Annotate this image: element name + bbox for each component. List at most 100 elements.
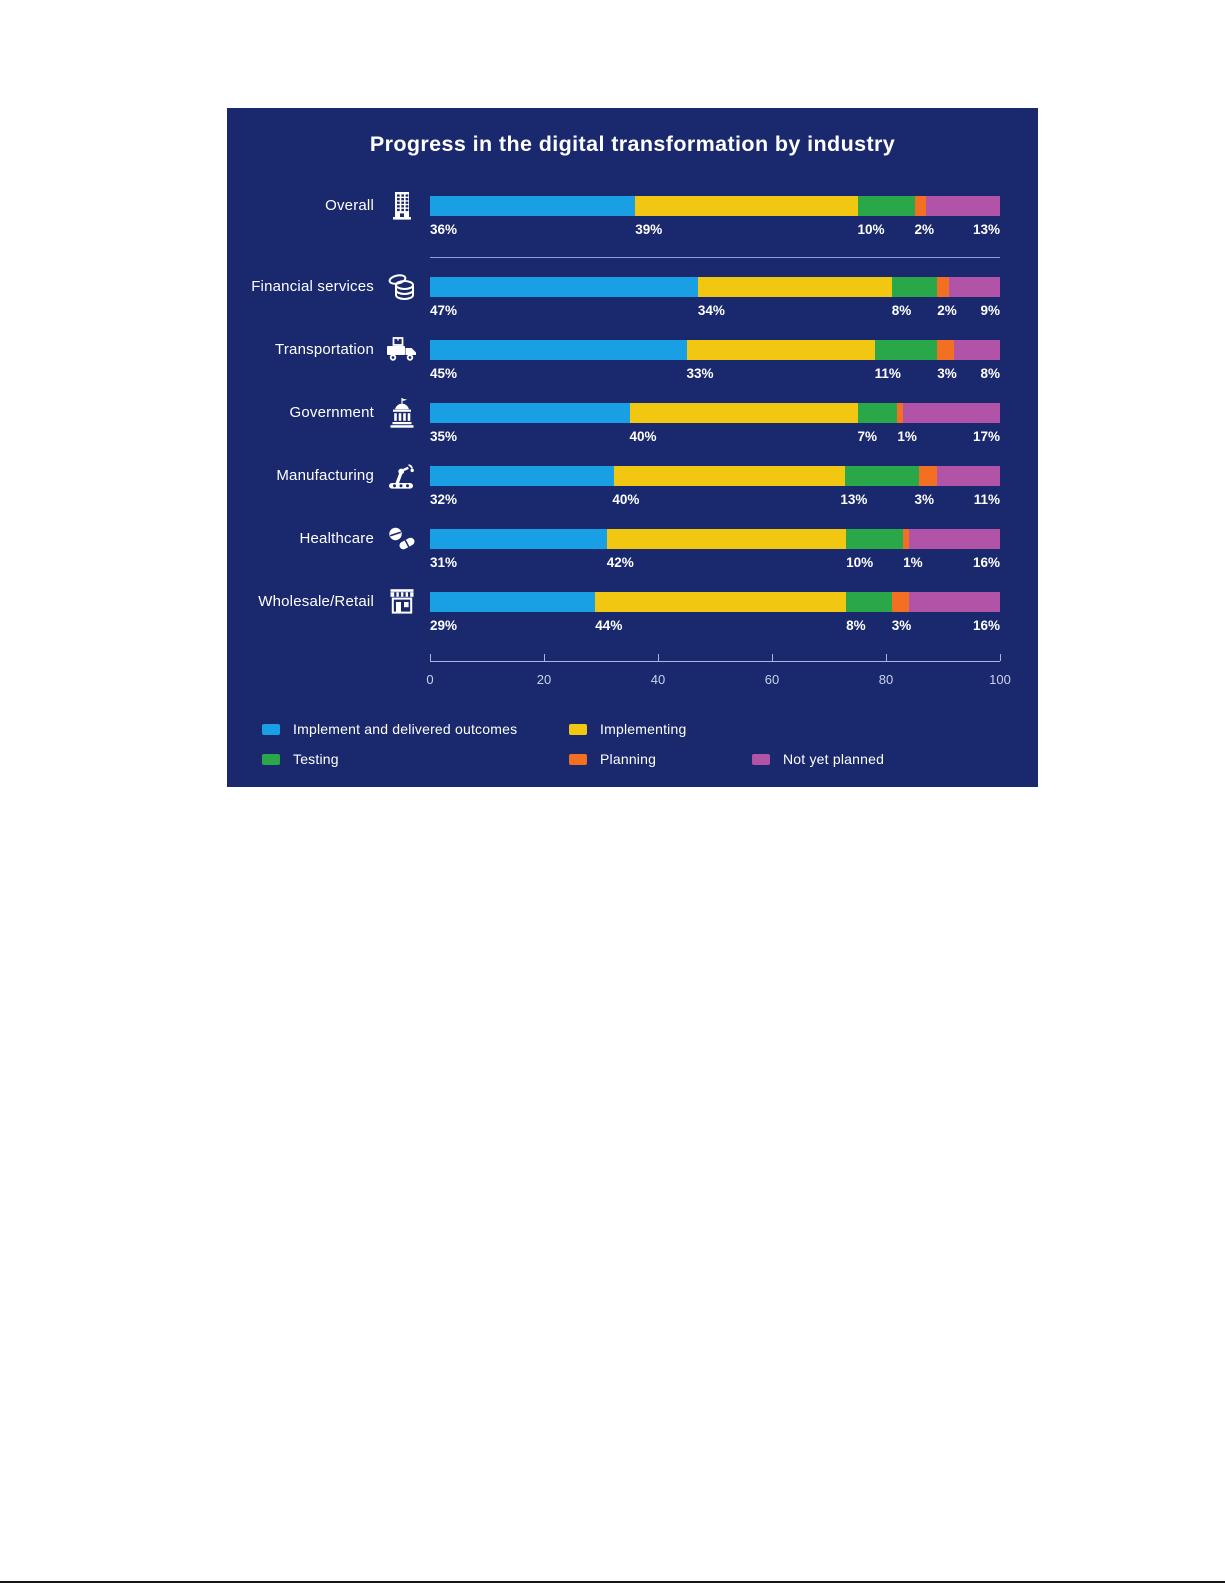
industry-label: Healthcare (299, 530, 374, 547)
stacked-bar (430, 196, 1000, 216)
value-label: 7% (857, 429, 878, 444)
bar-segment (936, 466, 1000, 486)
industry-row: Government 35% 40% 7% 1% 17% (227, 398, 1038, 463)
axis-tick (543, 654, 545, 661)
bar-segment (635, 196, 858, 216)
page-bottom-rule (0, 1581, 1225, 1583)
industry-row: Healthcare 31% 42% 10% 1% 16% (227, 527, 1038, 589)
value-label: 10% (846, 555, 874, 570)
bar-segment (430, 529, 607, 549)
value-label: 35% (430, 429, 458, 444)
bar-segment (908, 592, 1000, 612)
legend-swatch (262, 753, 280, 765)
bar-segment (903, 529, 909, 549)
office-building-icon (383, 188, 421, 224)
axis-tick (771, 654, 773, 661)
value-label: 16% (972, 555, 1000, 570)
value-label: 42% (606, 555, 634, 570)
legend-swatch (752, 753, 770, 765)
legend-item: Implement and delivered outcomes (262, 720, 517, 738)
axis-tick-label: 100 (989, 672, 1011, 687)
value-label: 8% (846, 618, 866, 633)
axis-tick-label: 40 (650, 672, 666, 687)
bar-segment (937, 340, 955, 360)
bar-segment (686, 340, 875, 360)
industry-label: Government (289, 404, 374, 421)
value-label: 2% (937, 303, 957, 318)
axis-tick-label: 60 (764, 672, 780, 687)
value-label: 8% (891, 303, 912, 318)
industry-label: Transportation (275, 341, 374, 358)
value-label: 17% (972, 429, 1000, 444)
value-label: 33% (686, 366, 714, 381)
bar-segment (891, 592, 909, 612)
bar-segment (925, 196, 1000, 216)
value-labels: 47% 34% 8% 2% 9% (430, 303, 1000, 319)
industry-row: Transportation 45% 33% 11% 3% 8% (227, 337, 1038, 400)
robot-arm-icon (383, 458, 421, 494)
legend-item: Planning (569, 750, 656, 768)
value-label: 8% (980, 366, 1000, 381)
value-label: 40% (629, 429, 657, 444)
value-labels: 31% 42% 10% 1% 16% (430, 555, 1000, 571)
bar-segment (954, 340, 1000, 360)
x-axis-labels: 0 20 40 60 80 100 (426, 672, 1010, 688)
value-label: 1% (903, 555, 923, 570)
value-label: 34% (697, 303, 725, 318)
axis-tick-label: 0 (426, 672, 434, 687)
bar-segment (430, 196, 636, 216)
stacked-bar (430, 403, 1001, 423)
value-label: 3% (937, 366, 957, 381)
stacked-bar (430, 592, 1000, 612)
bar-segment (614, 466, 845, 486)
x-axis (429, 654, 1001, 662)
bar-segment (903, 403, 1001, 423)
bar-segment (430, 277, 698, 297)
axis-tick-label: 20 (536, 672, 552, 687)
value-label: 29% (430, 618, 458, 633)
value-label: 31% (430, 555, 458, 570)
value-label: 9% (980, 303, 1000, 318)
value-label: 11% (973, 492, 1000, 507)
axis-tick (429, 654, 431, 661)
value-label: 10% (857, 222, 885, 237)
industry-row: Financial services 47% 34% 8% 2% 9% (227, 273, 1038, 337)
value-label: 2% (914, 222, 935, 237)
value-label: 11% (874, 366, 901, 381)
industry-label: Financial services (251, 278, 374, 295)
value-label: 3% (891, 618, 912, 633)
value-label: 44% (595, 618, 623, 633)
stacked-bar (430, 277, 1000, 297)
bar-segment (430, 340, 687, 360)
chart-title: Progress in the digital transformation b… (369, 132, 896, 156)
industry-row: Wholesale/Retail 29% 44% 8% 3% 16% (227, 589, 1038, 652)
bar-segment (919, 466, 937, 486)
legend-item: Not yet planned (752, 750, 884, 768)
value-labels: 29% 44% 8% 3% 16% (430, 618, 1000, 634)
stacked-bar (430, 466, 1000, 486)
chart-panel: Progress in the digital transformation b… (227, 108, 1038, 787)
bar-segment (844, 466, 920, 486)
bar-segment (846, 592, 892, 612)
axis-tick-label: 80 (878, 672, 894, 687)
value-label: 1% (897, 429, 917, 444)
value-label: 13% (972, 222, 1000, 237)
legend-item: Testing (262, 750, 339, 768)
bar-segment (430, 403, 630, 423)
value-labels: 35% 40% 7% 1% 17% (430, 429, 1000, 445)
bar-segment (948, 277, 1000, 297)
pills-icon (383, 521, 421, 557)
industry-label: Wholesale/Retail (258, 593, 374, 610)
value-label: 47% (430, 303, 458, 318)
storefront-icon (383, 584, 421, 620)
value-labels: 36% 39% 10% 2% 13% (430, 222, 1000, 238)
legend-swatch (569, 753, 587, 765)
bar-segment (430, 466, 615, 486)
bar-segment (908, 529, 1001, 549)
bar-segment (897, 403, 904, 423)
bar-segment (629, 403, 858, 423)
industry-row: Manufacturing 32% 40% 13% 3% 11% (227, 464, 1038, 526)
value-label: 13% (840, 492, 868, 507)
bar-segment (430, 592, 596, 612)
